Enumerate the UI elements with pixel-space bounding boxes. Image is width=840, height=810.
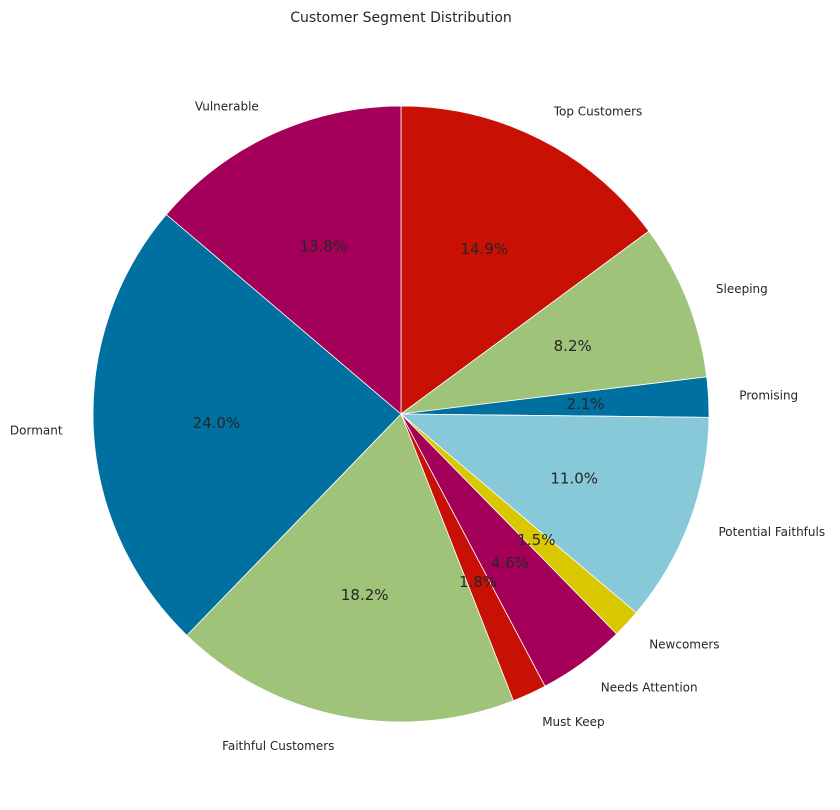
- slice-faithful-customers: [186, 413, 514, 723]
- pct-promising: 2.1%: [566, 395, 604, 413]
- pct-dormant: 24.0%: [193, 414, 241, 432]
- label-potential-faithfuls: Potential Faithfuls: [719, 525, 826, 539]
- label-dormant: Dormant: [10, 424, 63, 438]
- slice-vulnerable: [165, 105, 402, 415]
- pct-newcomers: 1.5%: [517, 531, 555, 549]
- chart-title: Customer Segment Distribution: [290, 10, 512, 26]
- pct-must-keep: 1.8%: [459, 573, 497, 591]
- label-sleeping: Sleeping: [716, 282, 768, 296]
- slice-sleeping: [399, 230, 708, 415]
- pie-labels: Top Customers 14.9% Sleeping 8.2% Promising 2…: [10, 100, 825, 754]
- slice-potential-faithfuls: [399, 413, 710, 614]
- slice-top-customers: [400, 105, 650, 415]
- label-faithful-customers: Faithful Customers: [222, 739, 334, 753]
- label-must-keep: Must Keep: [542, 715, 604, 729]
- label-newcomers: Newcomers: [649, 638, 719, 652]
- pie-slices: [92, 105, 710, 723]
- slice-dormant: [92, 213, 402, 636]
- label-top-customers: Top Customers: [553, 105, 643, 119]
- label-promising: Promising: [739, 388, 798, 402]
- pct-faithful-customers: 18.2%: [341, 586, 389, 604]
- pct-vulnerable: 13.8%: [300, 237, 348, 255]
- label-vulnerable: Vulnerable: [195, 100, 259, 114]
- pct-top-customers: 14.9%: [460, 240, 508, 258]
- pct-sleeping: 8.2%: [554, 337, 592, 355]
- label-needs-attention: Needs Attention: [601, 681, 698, 695]
- pct-potential-faithfuls: 11.0%: [550, 469, 598, 487]
- pct-needs-attention: 4.6%: [491, 554, 529, 572]
